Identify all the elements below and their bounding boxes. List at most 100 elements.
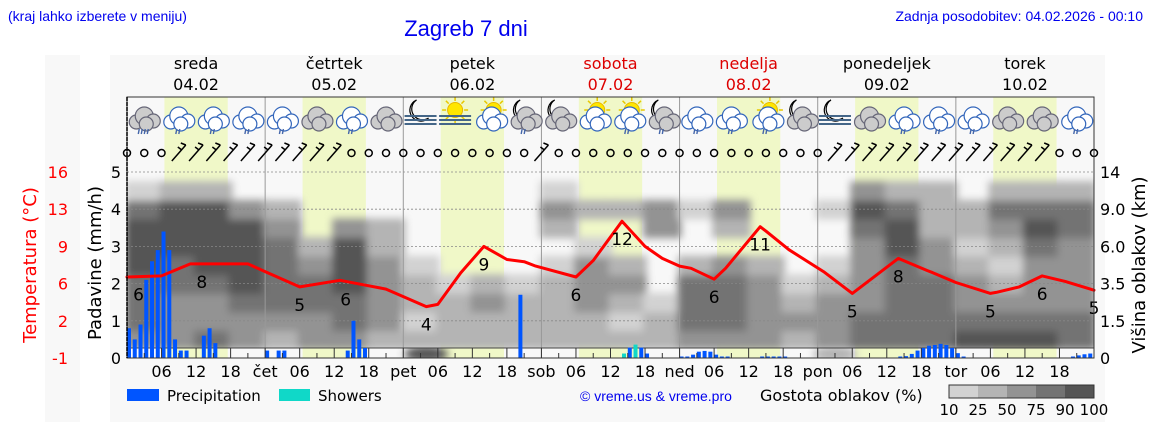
cloud-density-cell: [1022, 237, 1062, 257]
cloud-icon: [957, 106, 990, 132]
precipitation-bar: [915, 350, 920, 358]
wind-barb-tick: [988, 146, 994, 151]
rain-drop: [762, 128, 765, 135]
moon-fog-icon: [404, 99, 437, 125]
cloud-density-cell: [608, 274, 648, 294]
cloud-density-cell: [953, 311, 993, 332]
cloud-density-cell: [988, 292, 1027, 313]
cloud-density-cell: [884, 292, 924, 313]
location-menu-hint[interactable]: (kraj lahko izberete v meniju): [8, 8, 187, 24]
day-date: 06.02: [449, 75, 495, 94]
cloud-density-cell: [470, 292, 509, 313]
cloud-density-cell: [608, 199, 648, 220]
cloud-rain-icon: [957, 106, 990, 135]
day-date: 08.02: [726, 75, 772, 94]
cloud-density-cell: [988, 199, 1027, 220]
cloud-density-cell: [263, 218, 302, 239]
x-hour-label: 12: [324, 362, 344, 381]
wind-barb-shaft: [274, 144, 290, 162]
cloud-icon: [510, 106, 543, 132]
precipitation-bar: [725, 356, 730, 358]
precip-tick-label: 4: [111, 200, 121, 219]
temperature-label: 5: [985, 302, 996, 322]
wind-barb-icon: [1034, 142, 1050, 162]
cloud-density-cell: [677, 274, 717, 294]
cloud-density-cell: [539, 199, 578, 220]
moon-cloud-rain-icon: [648, 99, 681, 135]
wind-barb-icon: [533, 142, 549, 162]
cloud-density-cell: [194, 274, 233, 294]
wind-barb-tick: [315, 146, 321, 151]
cloud-density-cell: [263, 274, 302, 294]
day-date: 07.02: [588, 75, 634, 94]
wind-barb-shaft: [827, 144, 843, 162]
wind-calm-icon: [554, 148, 563, 158]
cloud-density-cell: [815, 199, 855, 220]
cloud-rain-icon: [197, 106, 230, 135]
legend: Precipitation Showers © vreme.us & vreme…: [127, 384, 1108, 419]
rain-drop: [661, 128, 664, 135]
wind-barb-tick: [1040, 146, 1046, 151]
cloud-density-cell: [1022, 255, 1062, 276]
wind-barb-tick: [280, 146, 286, 151]
cloud-puff: [589, 116, 605, 132]
precipitation-bar: [714, 354, 719, 358]
cloud-density-cell: [332, 255, 371, 276]
cloud-density-cell: [815, 330, 855, 348]
temperature-label: 5: [294, 296, 305, 316]
cloud-icon: [476, 106, 509, 132]
temperature-label: 4: [421, 316, 432, 336]
precipitation-bar: [708, 351, 713, 358]
cloud-density-cell: [850, 311, 889, 332]
temperature-label: 8: [196, 273, 207, 293]
wind-barb-shaft: [844, 144, 860, 162]
cloud-puff: [932, 116, 949, 132]
cloud-density-cell: [1057, 237, 1094, 257]
cloud-density-cell: [573, 311, 613, 332]
precipitation-bar: [691, 354, 696, 358]
temperature-label: 11: [749, 236, 771, 256]
cloud-icon: [1026, 106, 1059, 132]
cloud-icon: [614, 106, 647, 132]
rain-drop: [1076, 128, 1079, 135]
wind-barb-tick: [871, 142, 877, 146]
wind-calm-icon: [727, 148, 736, 158]
cloud-density-cell: [194, 199, 233, 220]
wind-calm-icon: [623, 148, 633, 158]
cloud-density-cell: [263, 199, 302, 220]
wind-barb-tick: [318, 142, 325, 146]
cloud-icon: [992, 106, 1025, 132]
cloud-density-cell: [884, 199, 924, 220]
cloud-density-cell: [712, 330, 751, 348]
cloud-density-cell: [815, 292, 855, 313]
precipitation-bar: [1076, 355, 1081, 358]
wind-barb-shaft: [257, 144, 273, 162]
cloud-icon: [888, 106, 921, 132]
cloud-density-cell: [504, 292, 544, 313]
cloud-density-cell: [435, 292, 475, 313]
cloud-puff: [1071, 116, 1087, 132]
precipitation-bar: [921, 347, 926, 358]
wind-barb-tick: [954, 146, 960, 151]
wind-barb-tick: [923, 142, 929, 146]
wind-barb-tick: [284, 142, 290, 146]
moon-crescent: [823, 99, 844, 122]
cloud-density-cell: [953, 292, 993, 313]
cloud-icon: [128, 106, 161, 132]
precipitation-bar: [909, 353, 914, 358]
wind-barb-icon: [948, 142, 964, 162]
day-name: nedelja: [719, 54, 778, 73]
rain-drop: [730, 128, 734, 135]
cloud-density-cell: [573, 274, 613, 294]
moon-cloud-rain-icon: [510, 99, 543, 135]
copyright-link[interactable]: © vreme.us & vreme.pro: [580, 388, 732, 404]
cloud-density-cell: [366, 237, 406, 257]
wind-calm-icon: [399, 148, 408, 158]
cloud-density-cell: [539, 330, 578, 348]
rain-drop: [969, 128, 972, 135]
temperature-label: 6: [571, 286, 582, 306]
precipitation-bar: [1088, 353, 1093, 358]
moon-crescent: [409, 99, 429, 122]
cloud-density-cell: [919, 181, 958, 201]
rain-drop: [247, 128, 250, 135]
